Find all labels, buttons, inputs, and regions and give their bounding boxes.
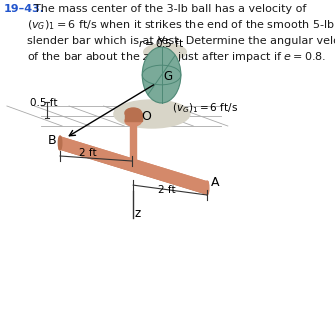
Text: 19–43.: 19–43. <box>3 4 45 14</box>
Ellipse shape <box>114 100 190 128</box>
Text: z: z <box>135 207 141 220</box>
Ellipse shape <box>129 164 137 168</box>
Text: The mass center of the 3-lb ball has a velocity of
$(v_G)_1 = 6$ ft/s when it st: The mass center of the 3-lb ball has a v… <box>27 4 335 64</box>
Text: 2 ft: 2 ft <box>79 149 96 159</box>
Text: A: A <box>211 176 219 190</box>
Polygon shape <box>60 137 208 186</box>
Text: G: G <box>163 71 173 84</box>
Ellipse shape <box>205 181 209 195</box>
Polygon shape <box>59 137 208 194</box>
Circle shape <box>142 47 181 103</box>
Polygon shape <box>125 113 141 121</box>
Text: O: O <box>141 111 151 124</box>
Text: 2 ft: 2 ft <box>158 185 176 195</box>
Text: $(v_G)_1 = 6$ ft/s: $(v_G)_1 = 6$ ft/s <box>172 101 238 115</box>
Polygon shape <box>130 121 136 166</box>
Polygon shape <box>59 141 207 194</box>
Text: $r = 0.5$ ft: $r = 0.5$ ft <box>138 37 185 49</box>
Text: B: B <box>48 133 57 146</box>
Text: 0.5 ft: 0.5 ft <box>30 98 57 108</box>
Ellipse shape <box>125 116 141 126</box>
Ellipse shape <box>144 44 186 60</box>
Ellipse shape <box>58 136 62 150</box>
Ellipse shape <box>125 108 141 118</box>
